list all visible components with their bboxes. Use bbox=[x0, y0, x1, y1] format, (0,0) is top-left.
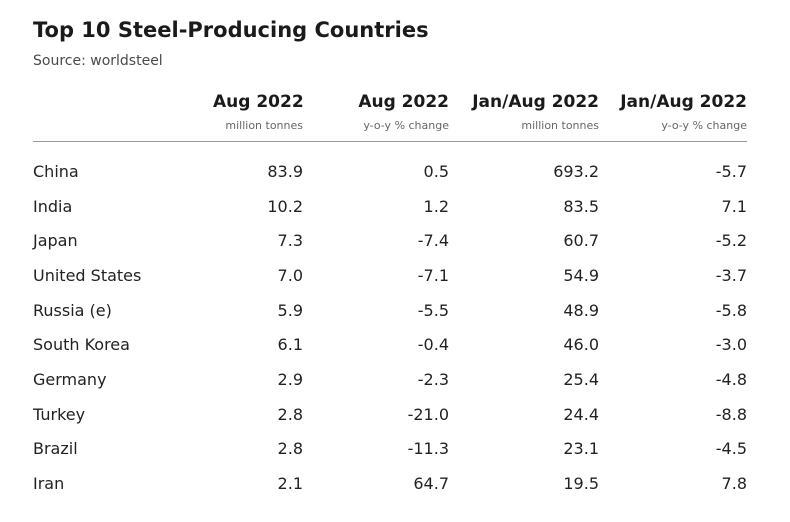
ytd-change-cell: -4.5 bbox=[715, 439, 747, 459]
unit-aug-change: y-o-y % change bbox=[303, 119, 449, 142]
country-name: United States bbox=[33, 265, 142, 285]
aug-change-cell: -21.0 bbox=[407, 404, 449, 424]
aug-change-cell: -5.5 bbox=[417, 300, 449, 320]
header-ytd-volume: Jan/Aug 2022 bbox=[472, 92, 599, 112]
table-row: Germany 2.9 -2.3 25.4 -4.8 bbox=[33, 362, 747, 397]
ytd-change-cell: -5.2 bbox=[715, 231, 747, 251]
ytd-change-cell: -3.7 bbox=[715, 265, 747, 285]
aug-change-cell: -0.4 bbox=[417, 335, 449, 355]
table-row: South Korea 6.1 -0.4 46.0 -3.0 bbox=[33, 327, 747, 362]
aug-volume-cell: 5.9 bbox=[277, 300, 303, 320]
aug-volume-cell: 7.0 bbox=[277, 265, 303, 285]
country-name: Iran bbox=[33, 474, 65, 494]
ytd-volume-cell: 48.9 bbox=[563, 300, 599, 320]
ytd-volume-cell: 19.5 bbox=[563, 474, 599, 494]
aug-volume-cell: 10.2 bbox=[267, 196, 303, 216]
ytd-change-cell: -5.7 bbox=[715, 161, 747, 181]
header-ytd-change: Jan/Aug 2022 bbox=[620, 92, 747, 112]
header-aug-volume: Aug 2022 bbox=[213, 92, 304, 112]
ytd-volume-cell: 83.5 bbox=[563, 196, 599, 216]
page-title: Top 10 Steel-Producing Countries bbox=[33, 18, 429, 42]
aug-volume-cell: 6.1 bbox=[277, 335, 303, 355]
country-name: India bbox=[33, 196, 73, 216]
table-row: Brazil 2.8 -11.3 23.1 -4.5 bbox=[33, 432, 747, 467]
unit-country bbox=[33, 119, 213, 142]
aug-volume-cell: 83.9 bbox=[267, 161, 303, 181]
country-name: Brazil bbox=[33, 439, 78, 459]
source-subtitle: Source: worldsteel bbox=[33, 53, 163, 69]
unit-row: million tonnes y-o-y % change million to… bbox=[33, 119, 747, 142]
ytd-change-cell: -8.8 bbox=[715, 404, 747, 424]
aug-change-cell: -11.3 bbox=[407, 439, 449, 459]
header-aug-change: Aug 2022 bbox=[358, 92, 449, 112]
ytd-volume-cell: 23.1 bbox=[563, 439, 599, 459]
ytd-volume-cell: 25.4 bbox=[563, 369, 599, 389]
table-row: Iran 2.1 64.7 19.5 7.8 bbox=[33, 466, 747, 501]
aug-change-cell: 64.7 bbox=[413, 474, 449, 494]
unit-ytd-volume: million tonnes bbox=[449, 119, 599, 142]
country-name: South Korea bbox=[33, 335, 130, 355]
country-name: China bbox=[33, 161, 79, 181]
table-row: United States 7.0 -7.1 54.9 -3.7 bbox=[33, 258, 747, 293]
unit-aug-volume: million tonnes bbox=[213, 119, 303, 142]
aug-change-cell: -7.1 bbox=[417, 265, 449, 285]
aug-change-cell: -7.4 bbox=[417, 231, 449, 251]
aug-volume-cell: 2.8 bbox=[277, 404, 303, 424]
ytd-change-cell: -5.8 bbox=[715, 300, 747, 320]
country-name: Germany bbox=[33, 369, 107, 389]
ytd-volume-cell: 693.2 bbox=[553, 161, 599, 181]
table-row: India 10.2 1.2 83.5 7.1 bbox=[33, 189, 747, 224]
ytd-volume-cell: 54.9 bbox=[563, 265, 599, 285]
steel-production-table: Aug 2022 Aug 2022 Jan/Aug 2022 Jan/Aug 2… bbox=[33, 92, 747, 501]
table-row: Japan 7.3 -7.4 60.7 -5.2 bbox=[33, 223, 747, 258]
table-row: Russia (e) 5.9 -5.5 48.9 -5.8 bbox=[33, 293, 747, 328]
ytd-change-cell: -4.8 bbox=[715, 369, 747, 389]
ytd-volume-cell: 46.0 bbox=[563, 335, 599, 355]
aug-change-cell: 1.2 bbox=[423, 196, 449, 216]
table-row: China 83.9 0.5 693.2 -5.7 bbox=[33, 142, 747, 189]
ytd-change-cell: 7.8 bbox=[721, 474, 747, 494]
unit-ytd-change: y-o-y % change bbox=[599, 119, 747, 142]
ytd-volume-cell: 24.4 bbox=[563, 404, 599, 424]
aug-change-cell: 0.5 bbox=[423, 161, 449, 181]
ytd-change-cell: 7.1 bbox=[721, 196, 747, 216]
table-row: Turkey 2.8 -21.0 24.4 -8.8 bbox=[33, 397, 747, 432]
aug-volume-cell: 2.8 bbox=[277, 439, 303, 459]
ytd-change-cell: -3.0 bbox=[715, 335, 747, 355]
country-name: Russia (e) bbox=[33, 300, 112, 320]
country-name: Turkey bbox=[33, 404, 86, 424]
header-country bbox=[33, 92, 213, 119]
aug-volume-cell: 7.3 bbox=[277, 231, 303, 251]
country-name: Japan bbox=[33, 231, 78, 251]
header-row: Aug 2022 Aug 2022 Jan/Aug 2022 Jan/Aug 2… bbox=[33, 92, 747, 119]
aug-change-cell: -2.3 bbox=[417, 369, 449, 389]
ytd-volume-cell: 60.7 bbox=[563, 231, 599, 251]
aug-volume-cell: 2.1 bbox=[277, 474, 303, 494]
aug-volume-cell: 2.9 bbox=[277, 369, 303, 389]
